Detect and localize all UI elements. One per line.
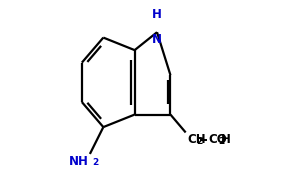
Text: N: N xyxy=(152,33,162,46)
Text: 2: 2 xyxy=(92,158,98,167)
Text: H: H xyxy=(221,133,231,146)
Text: CO: CO xyxy=(209,133,227,146)
Text: 2: 2 xyxy=(197,137,203,146)
Text: CH: CH xyxy=(187,133,206,146)
Text: NH: NH xyxy=(69,155,89,168)
Text: H: H xyxy=(152,8,162,21)
Text: 2: 2 xyxy=(218,137,224,146)
